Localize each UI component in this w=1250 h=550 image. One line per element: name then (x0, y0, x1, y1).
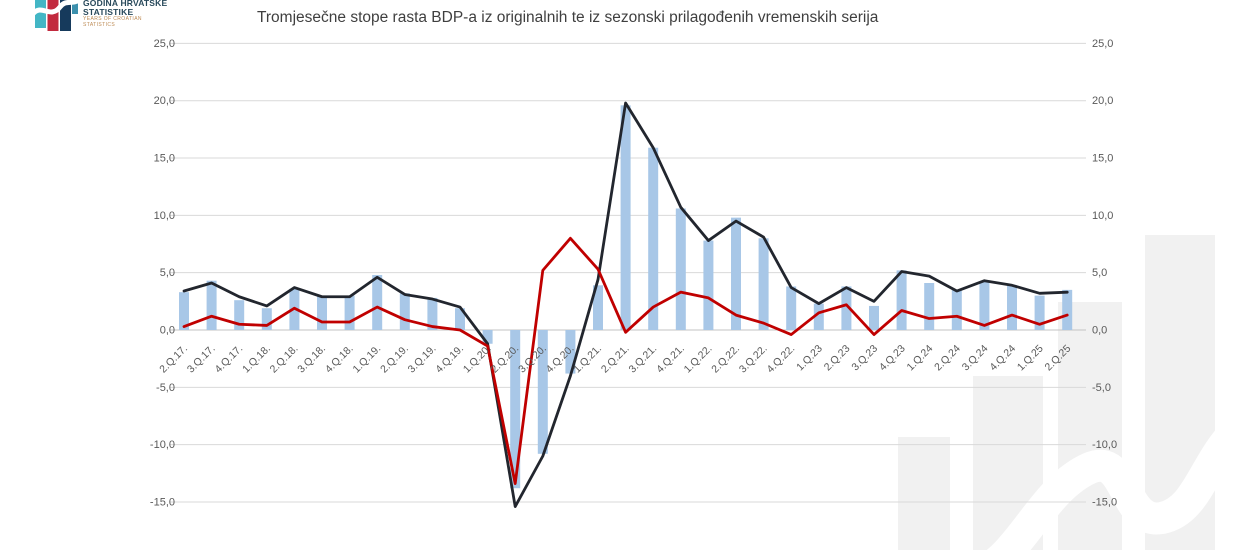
x-axis-label: 2.Q.17. (157, 343, 190, 376)
y-axis-label-right: 5,0 (1092, 267, 1107, 279)
gdp-bar (869, 305, 879, 330)
gdp-bar (482, 330, 493, 344)
gdp-bar (179, 292, 189, 330)
y-axis-label-right: 15,0 (1092, 153, 1113, 165)
x-axis-label: 1.Q.25 (1015, 343, 1046, 374)
x-axis-label: 1.Q.18. (240, 343, 273, 376)
y-axis-label-right: -5,0 (1092, 382, 1111, 394)
y-axis-label-left: 0,0 (160, 325, 175, 337)
gdp-bar (1062, 289, 1073, 330)
gdp-bar (951, 289, 962, 330)
gdp-bar (979, 281, 990, 330)
y-axis-label-left: 15,0 (154, 153, 175, 165)
x-axis-label: 3.Q.22. (737, 343, 770, 376)
gdp-bar (510, 330, 521, 489)
x-axis-label: 2.Q.22. (709, 343, 742, 376)
y-axis-label-right: -15,0 (1092, 496, 1117, 508)
watermark-bar (898, 437, 950, 550)
logo-title-line1: GODINA HRVATSKE (83, 0, 168, 8)
x-axis-label: 2.Q.21. (599, 343, 632, 376)
x-axis-label: 4.Q.19. (433, 343, 466, 376)
gdp-bar (758, 238, 769, 330)
x-axis-label: 1.Q.22. (682, 343, 715, 376)
x-axis-label: 3.Q.24 (960, 343, 991, 374)
y-axis-label-left: 10,0 (154, 210, 175, 222)
x-axis-label: 3.Q.23 (849, 343, 880, 374)
gdp-bar (455, 308, 465, 330)
gdp-bar (896, 270, 907, 330)
x-axis-label: 4.Q.21. (654, 343, 687, 376)
x-axis-label: 2.Q.23 (822, 343, 853, 374)
x-axis-label: 2.Q.25 (1043, 343, 1074, 374)
red-line (182, 236, 1069, 486)
gdp-bar (372, 274, 383, 330)
x-axis-label: 4.Q.22. (764, 343, 797, 376)
y-axis-label-left: -15,0 (150, 496, 175, 508)
logo-subtitle-line2: STATISTICS (83, 22, 116, 29)
gdp-bar (675, 208, 686, 330)
statistics-logo-icon (29, 0, 81, 31)
gdp-bar (813, 303, 824, 330)
gdp-bar (1034, 295, 1045, 330)
x-axis-label: 1.Q.19. (350, 343, 383, 376)
logo-text: GODINA HRVATSKE STATISTIKE YEARS OF CROA… (83, 0, 167, 29)
gdp-bar (565, 330, 576, 374)
logo-bar-navy (60, 0, 71, 31)
y-axis-label-left: 5,0 (160, 267, 175, 279)
gdp-bar (427, 297, 438, 330)
y-axis-label-left: 20,0 (154, 95, 175, 107)
y-axis-label-right: 0,0 (1092, 325, 1107, 337)
x-axis-label: 4.Q.23 (877, 343, 908, 374)
logo-bar-red (47, 0, 59, 31)
x-axis-label: 2.Q.19. (378, 343, 411, 376)
x-axis-label: 4.Q.18. (323, 343, 356, 376)
gdp-bar (537, 330, 548, 454)
x-axis-label: 2.Q.24 (932, 343, 963, 374)
y-axis-label-left: -5,0 (156, 382, 175, 394)
watermark-wave (986, 408, 1250, 550)
gdp-bar (593, 285, 603, 330)
logo-bar-teal (35, 0, 46, 28)
gdp-bar (786, 286, 797, 330)
x-axis-label: 3.Q.21. (626, 343, 659, 376)
gdp-bar (261, 308, 272, 330)
gdp-bar (620, 105, 631, 330)
gdp-bar (924, 282, 935, 330)
gdp-bar (344, 295, 355, 330)
logo-title-line2: STATISTIKE (83, 6, 134, 17)
logo-bar-blue (72, 0, 78, 14)
gdp-bar (731, 217, 741, 330)
y-axis-label-right: -10,0 (1092, 439, 1117, 451)
y-axis-label-right: 20,0 (1092, 95, 1113, 107)
gdp-bar (234, 300, 245, 330)
gdp-bar (399, 293, 410, 330)
x-axis-label: 1.Q.24 (905, 343, 936, 374)
x-axis-label: 4.Q.17. (212, 343, 245, 376)
black-line (182, 101, 1069, 508)
gdp-bar (841, 286, 852, 330)
y-axis-label-right: 10,0 (1092, 210, 1113, 222)
gdp-bar (703, 240, 714, 330)
x-axis-label: 2.Q.18. (268, 343, 301, 376)
gdp-bar (317, 295, 327, 330)
x-axis-label: 3.Q.17. (185, 343, 218, 376)
y-axis-label-left: 25,0 (154, 38, 175, 50)
x-axis-label: 1.Q.23 (794, 343, 825, 374)
watermark-bar (1058, 302, 1122, 550)
y-axis-label-left: -10,0 (150, 439, 175, 451)
gdp-bar (206, 280, 217, 330)
x-axis-label: 4.Q.24 (987, 343, 1018, 374)
logo: GODINA HRVATSKE STATISTIKE YEARS OF CROA… (0, 0, 220, 34)
gdp-bar (648, 147, 659, 330)
x-axis-label: 3.Q.19. (406, 343, 439, 376)
x-axis-label: 3.Q.18. (295, 343, 328, 376)
logo-subtitle-line1: YEARS OF CROATIAN (83, 16, 142, 22)
logo-wave (29, 0, 81, 17)
gdp-bar (1007, 285, 1017, 330)
y-axis-label-right: 25,0 (1092, 38, 1113, 50)
chart-title: Tromjesečne stope rasta BDP-a iz origina… (257, 9, 879, 26)
